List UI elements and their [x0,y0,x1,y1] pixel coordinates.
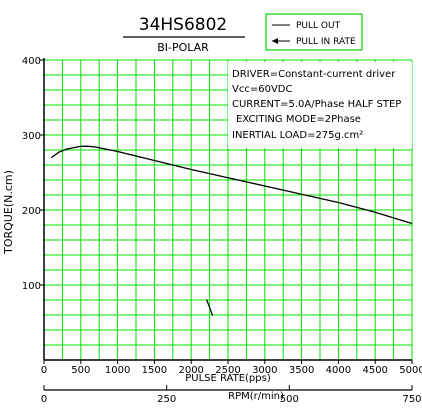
y-tick-label: 300 [22,131,41,142]
y-axis-label: TORQUE(N.cm) [2,170,15,255]
chart-subtitle: BI-POLAR [157,41,209,54]
annotation-exciting-mode: EXCITING MODE=2Phase [236,114,361,125]
x-tick-label: 1000 [105,365,130,376]
annotation-vcc: Vcc=60VDC [232,84,292,95]
x-axis-label: PULSE RATE(pps) [185,373,271,384]
pull-in-rate-marker [206,299,214,316]
rpm-tick-label: 750 [402,394,421,405]
annotation-box: DRIVER=Constant-current driver Vcc=60VDC… [228,62,412,148]
x-tick-label: 1500 [142,365,167,376]
rpm-tick-label: 500 [280,394,299,405]
series-layer [51,145,413,316]
legend-pull-out-label: PULL OUT [296,21,341,31]
chart-title: 34HS6802 [139,15,227,35]
annotation-inertial-load: INERTIAL LOAD=275g.cm² [232,130,363,141]
tick-labels: 0 500 1000 1500 2000 2500 3000 3500 4000 4500 5000… [22,56,422,376]
rpm-axis-label: RPM(r/min) [228,391,284,402]
y-tick-label: 100 [22,281,41,292]
annotation-driver: DRIVER=Constant-current driver [232,69,396,80]
x-tick-label: 2500 [215,365,240,376]
x-tick-label: 3000 [252,365,277,376]
legend-pull-in-arrow [272,38,278,44]
x-tick-label: 3500 [289,365,314,376]
x-tick-label: 4500 [362,365,387,376]
rpm-tick-label: 0 [41,394,47,405]
x-tick-label: 500 [71,365,90,376]
y-tick-label: 200 [22,206,41,217]
annotation-current: CURRENT=5.0A/Phase HALF STEP [232,99,401,110]
x-tick-label: 4000 [326,365,351,376]
x-tick-label: 5000 [399,365,422,376]
x-tick-label: 0 [41,365,47,376]
legend-pull-in-label: PULL IN RATE [296,37,356,47]
rpm-axis: 0 250 500 750 [41,385,422,405]
legend: PULL OUT PULL IN RATE [265,13,363,51]
series-line-pull-out [51,145,413,225]
rpm-tick-label: 250 [157,394,176,405]
x-tick-label: 2000 [178,365,203,376]
y-tick-label: 400 [22,56,41,67]
